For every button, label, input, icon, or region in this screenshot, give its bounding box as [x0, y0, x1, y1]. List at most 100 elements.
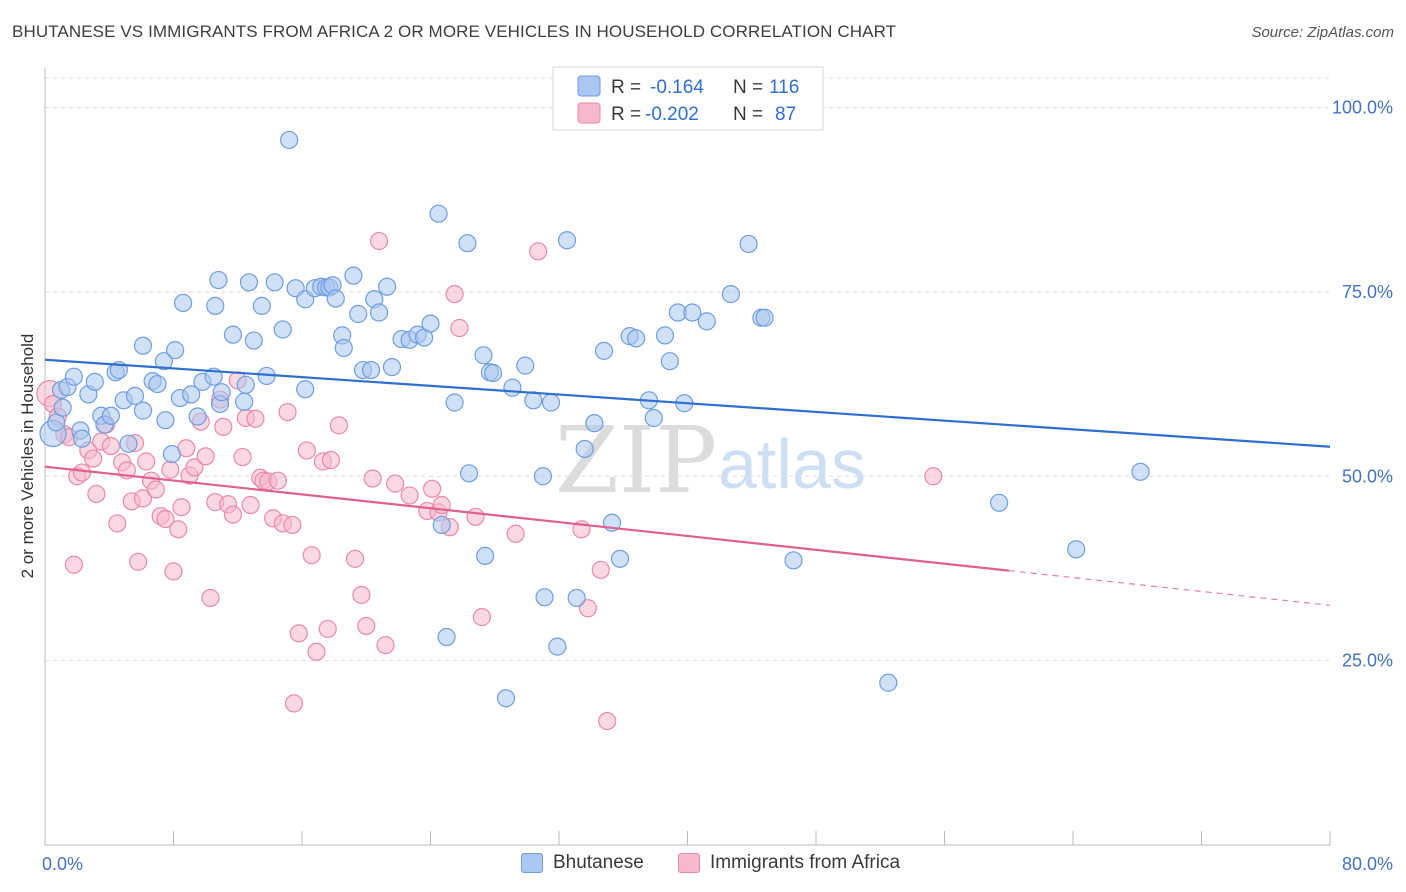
bhutanese-point [516, 356, 535, 375]
bhutanese-point [273, 320, 292, 339]
trend-lines [44, 358, 1331, 606]
bhutanese-point [655, 326, 675, 345]
bhutanese-point [458, 234, 477, 253]
axis-layer [44, 68, 1331, 846]
bhutanese-point [610, 549, 630, 568]
immigrants-point [164, 562, 183, 581]
legend-label-immigrants-from-africa: Immigrants from Africa [710, 852, 901, 873]
bottom-legend: Bhutanese Immigrants from Africa [0, 852, 1406, 878]
immigrants-point [591, 560, 610, 580]
immigrants-point [357, 616, 376, 636]
immigrants-point [289, 624, 308, 643]
bhutanese-point [476, 546, 495, 566]
bhutanese-point [548, 637, 567, 656]
bhutanese-point [148, 374, 167, 394]
immigrants-point [241, 495, 260, 515]
immigrants-point [156, 509, 175, 529]
bhutanese-point [524, 391, 543, 410]
legend-n-value-1: 116 [769, 77, 799, 98]
watermark-zip: ZIP [555, 407, 717, 514]
legend-item-immigrants-from-africa[interactable]: Immigrants from Africa [678, 852, 900, 874]
bhutanese-point [101, 406, 120, 425]
bhutanese-point [72, 429, 92, 448]
immigrants-point [64, 555, 84, 574]
bhutanese-point [533, 467, 553, 486]
immigrants-point [284, 694, 304, 713]
legend-n-label-1: N = [733, 77, 763, 98]
immigrants-point [87, 484, 106, 504]
bhutanese-point [166, 341, 185, 360]
bhutanese-point [660, 352, 679, 371]
legend-r-label-2: R = [611, 104, 641, 125]
x-tick-label-max: 80.0% [1342, 854, 1393, 874]
legend-r-label-1: R = [611, 77, 641, 98]
immigrants-point [161, 460, 180, 479]
bhutanese-point [594, 341, 614, 360]
legend-n-label-2: N = [733, 104, 763, 125]
bhutanese-point [209, 270, 228, 290]
chart-source: Source: ZipAtlas.com [1251, 24, 1394, 41]
bhutanese-point [496, 689, 516, 708]
bhutanese-point [349, 304, 368, 324]
bhutanese-point [535, 588, 554, 607]
bhutanese-point [421, 314, 440, 333]
bhutanese-point [429, 204, 448, 223]
bhutanese-point [575, 439, 594, 459]
y-tick-label-100: 100.0% [1332, 98, 1393, 118]
immigrants-point [445, 284, 464, 304]
y-tick-label-50: 50.0% [1342, 466, 1393, 486]
watermark: ZIP atlas [555, 407, 866, 514]
bhutanese-point [239, 273, 259, 292]
legend-item-bhutanese[interactable]: Bhutanese [521, 852, 644, 874]
immigrants-point [185, 458, 204, 477]
bhutanese-point [437, 627, 456, 647]
immigrants-point [506, 524, 525, 543]
immigrants-point [376, 636, 395, 655]
immigrants-point [268, 471, 288, 490]
bhutanese-point [626, 329, 646, 348]
y-tick-label-75: 75.0% [1342, 282, 1393, 302]
bhutanese-point [697, 312, 716, 331]
bhutanese-point [755, 308, 774, 327]
bhutanese-point [739, 234, 758, 254]
bhutanese-point [252, 296, 271, 315]
grid-layer [45, 77, 1330, 662]
bhutanese-point [85, 372, 104, 391]
bhutanese-point [344, 266, 363, 285]
bhutanese-point [182, 385, 201, 404]
bhutanese-point [223, 325, 243, 344]
y-tick-label-25: 25.0% [1342, 651, 1393, 671]
immigrants-point [84, 449, 103, 468]
immigrants-point [137, 452, 156, 471]
immigrants-point [386, 474, 405, 493]
y-axis-label: 2 or more Vehicles in Household [18, 334, 37, 579]
bhutanese-point [474, 346, 493, 365]
immigrants-point [133, 489, 153, 508]
trend-line-bhutanese [44, 358, 1331, 448]
bhutanese-point [326, 289, 345, 308]
bhutanese-point [557, 231, 577, 250]
correlation-legend: R = -0.164 N = 116 R = -0.202 N = 87 [552, 66, 824, 131]
legend-label-bhutanese: Bhutanese [553, 852, 644, 873]
bhutanese-point [206, 296, 225, 315]
immigrants-point [246, 409, 265, 428]
bhutanese-point [567, 588, 586, 608]
trend-line-immigrants-extrapolated [1008, 570, 1331, 606]
legend-n-value-2: 87 [775, 104, 796, 125]
immigrants-point [283, 515, 302, 535]
tick-labels: 25.0% 50.0% 75.0% 100.0% 0.0% 80.0% [42, 98, 1393, 875]
bhutanese-point [879, 673, 898, 692]
bhutanese-point [162, 445, 181, 464]
bhutanese-point [585, 414, 604, 433]
immigrants-point [529, 242, 548, 261]
bhutanese-point [459, 464, 479, 483]
immigrants-point [321, 450, 341, 470]
immigrants-point [302, 546, 321, 565]
bhutanese-point [721, 284, 740, 304]
immigrants-point [129, 552, 148, 571]
immigrants-point [472, 608, 491, 627]
immigrants-point [297, 441, 316, 460]
chart-title: BHUTANESE VS IMMIGRANTS FROM AFRICA 2 OR… [12, 22, 897, 41]
immigrants-point [318, 619, 337, 639]
